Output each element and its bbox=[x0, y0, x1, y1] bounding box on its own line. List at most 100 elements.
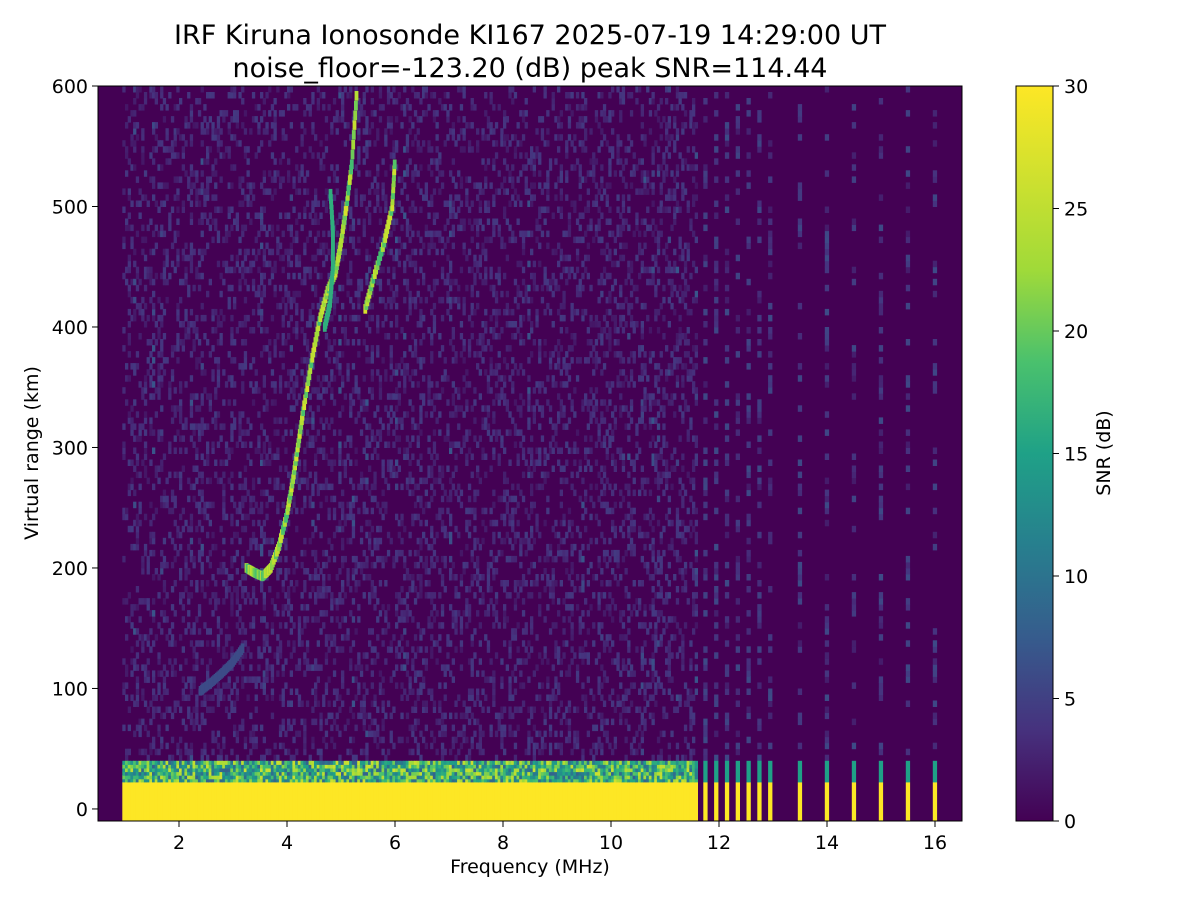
noise-cell bbox=[338, 369, 342, 376]
noise-cell bbox=[467, 586, 472, 593]
noise-cell bbox=[386, 86, 391, 93]
noise-cell bbox=[238, 248, 242, 256]
noise-cell bbox=[206, 580, 210, 587]
noise-cell bbox=[424, 92, 428, 99]
clutter-cell bbox=[349, 771, 353, 776]
noise-cell bbox=[338, 501, 342, 509]
noise-cell bbox=[200, 230, 204, 238]
noise-cell bbox=[397, 592, 401, 599]
noise-cell bbox=[243, 736, 248, 744]
noise-cell bbox=[316, 447, 320, 454]
noise-cell bbox=[222, 423, 226, 430]
noise-cell bbox=[133, 363, 137, 370]
noise-cell bbox=[357, 218, 361, 225]
noise-cell bbox=[324, 688, 329, 695]
noise-cell bbox=[181, 146, 185, 153]
clutter-cell bbox=[241, 778, 245, 783]
noise-cell bbox=[216, 122, 221, 129]
noise-cell bbox=[389, 351, 393, 358]
noise-cell bbox=[265, 640, 269, 647]
noise-cell bbox=[408, 116, 412, 123]
noise-cell bbox=[397, 260, 401, 268]
heatmap-column bbox=[354, 86, 358, 821]
saturated-cell bbox=[135, 782, 140, 821]
noise-cell bbox=[230, 333, 234, 340]
noise-cell bbox=[470, 634, 474, 641]
noise-cell bbox=[141, 146, 145, 153]
noise-cell bbox=[389, 345, 393, 352]
noise-cell bbox=[168, 212, 172, 219]
noise-cell bbox=[181, 152, 185, 159]
noise-cell bbox=[262, 290, 266, 298]
noise-cell bbox=[141, 598, 145, 605]
noise-cell bbox=[284, 381, 288, 388]
noise-cell bbox=[430, 471, 434, 479]
noise-cell bbox=[430, 308, 434, 316]
noise-cell bbox=[413, 260, 418, 268]
noise-cell bbox=[130, 314, 134, 322]
noise-cell bbox=[257, 676, 261, 683]
noise-cell bbox=[316, 489, 320, 497]
clutter-cell bbox=[319, 771, 323, 776]
noise-cell bbox=[197, 507, 202, 515]
clutter-cell bbox=[224, 771, 229, 776]
noise-cell bbox=[381, 296, 385, 304]
noise-cell bbox=[187, 495, 191, 503]
clutter-cell bbox=[230, 760, 234, 765]
noise-cell bbox=[378, 682, 383, 689]
noise-cell bbox=[311, 736, 315, 744]
noise-cell bbox=[219, 688, 223, 695]
noise-cell bbox=[157, 465, 161, 472]
noise-cell bbox=[381, 724, 385, 732]
noise-cell bbox=[165, 128, 169, 135]
noise-cell bbox=[467, 351, 472, 358]
noise-cell bbox=[195, 423, 199, 430]
clutter-cell bbox=[251, 768, 256, 773]
noise-cell bbox=[335, 351, 339, 358]
noise-cell bbox=[430, 357, 434, 364]
noise-cell bbox=[222, 513, 226, 521]
noise-cell bbox=[338, 519, 342, 527]
noise-cell bbox=[189, 555, 194, 563]
noise-cell bbox=[473, 278, 477, 286]
noise-cell bbox=[413, 134, 418, 141]
noise-cell bbox=[216, 206, 221, 213]
noise-cell bbox=[157, 314, 161, 322]
noise-cell bbox=[157, 333, 161, 340]
heatmap-column bbox=[165, 104, 169, 821]
noise-cell bbox=[295, 375, 299, 382]
clutter-cell bbox=[157, 775, 161, 780]
noise-cell bbox=[141, 688, 145, 695]
noise-cell bbox=[462, 86, 466, 93]
noise-cell bbox=[449, 712, 453, 720]
noise-cell bbox=[135, 92, 140, 99]
noise-cell bbox=[400, 586, 404, 593]
noise-cell bbox=[297, 272, 302, 280]
noise-cell bbox=[160, 712, 164, 720]
noise-cell bbox=[435, 453, 439, 460]
noise-cell bbox=[276, 652, 280, 659]
noise-cell bbox=[341, 327, 345, 334]
noise-cell bbox=[203, 501, 207, 509]
noise-cell bbox=[238, 435, 242, 442]
noise-cell bbox=[381, 489, 385, 497]
noise-cell bbox=[338, 646, 342, 653]
noise-cell bbox=[176, 333, 180, 340]
noise-cell bbox=[476, 718, 480, 726]
noise-cell bbox=[359, 525, 364, 533]
saturated-cell bbox=[165, 782, 169, 821]
noise-cell bbox=[332, 598, 337, 605]
noise-cell bbox=[146, 555, 150, 563]
clutter-cell bbox=[146, 768, 150, 773]
noise-cell bbox=[373, 694, 377, 701]
noise-cell bbox=[224, 260, 229, 268]
noise-cell bbox=[338, 314, 342, 322]
noise-cell bbox=[154, 134, 158, 141]
clutter-cell bbox=[197, 775, 202, 780]
clutter-cell bbox=[176, 775, 180, 780]
noise-cell bbox=[386, 483, 391, 491]
noise-cell bbox=[327, 555, 331, 563]
noise-cell bbox=[389, 405, 393, 412]
noise-cell bbox=[462, 308, 466, 316]
noise-cell bbox=[268, 748, 272, 756]
